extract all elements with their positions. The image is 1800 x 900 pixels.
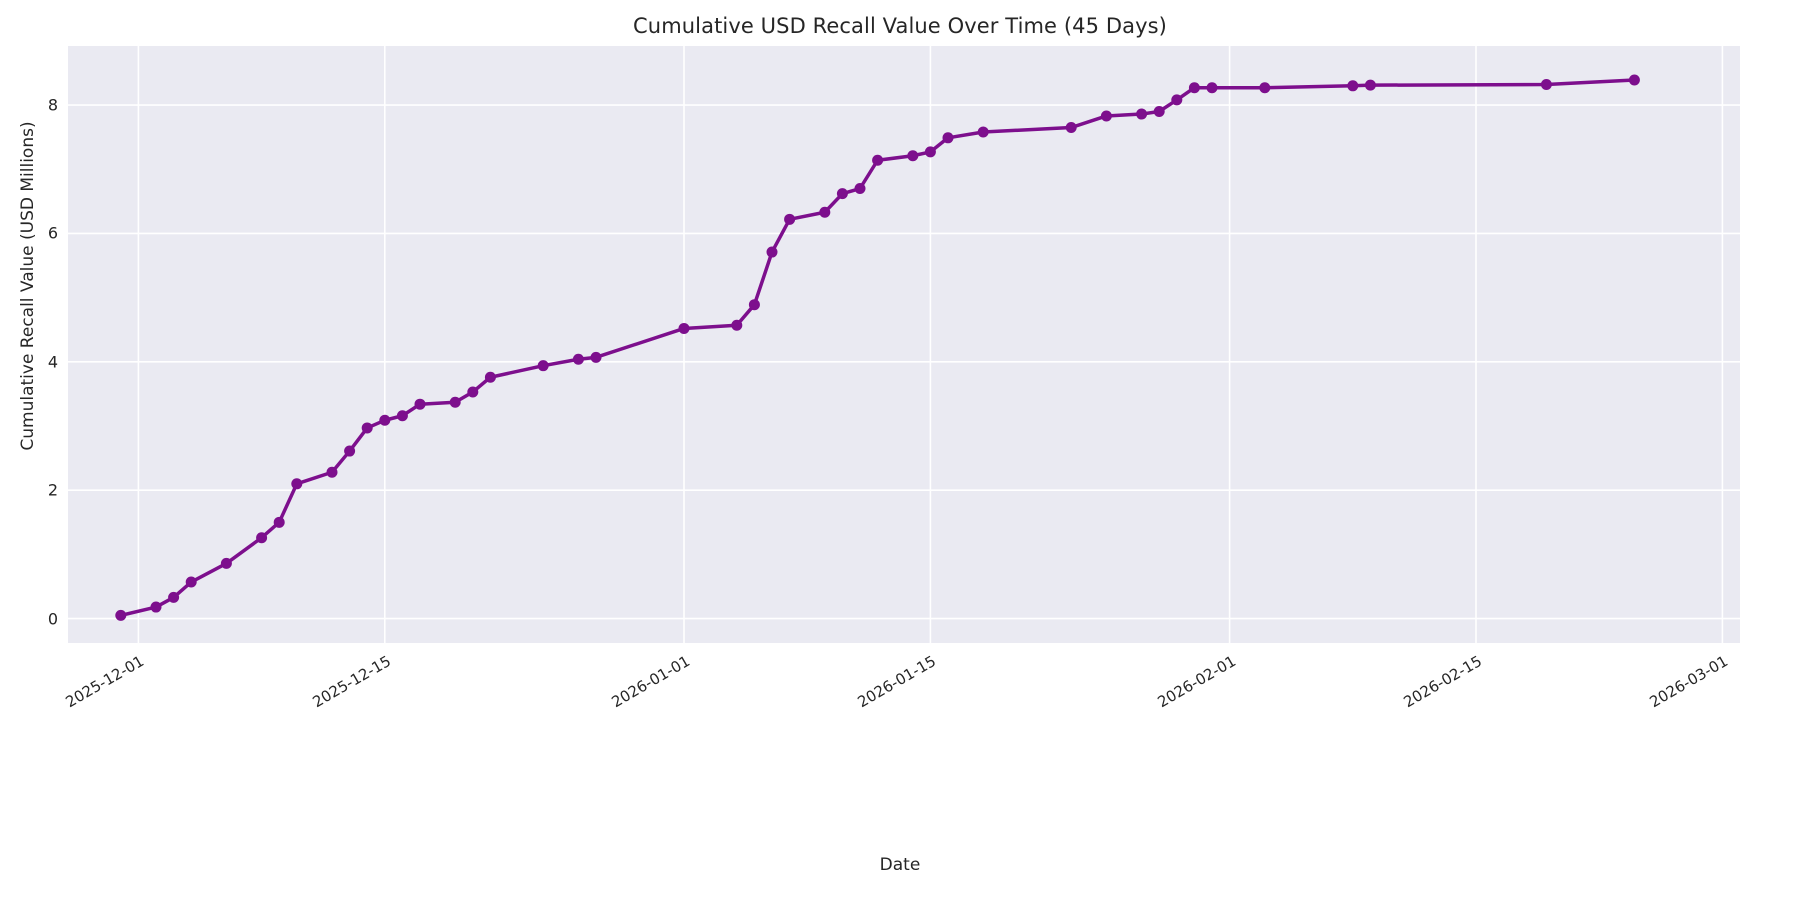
series-markers xyxy=(115,74,1640,621)
data-point xyxy=(273,516,285,528)
data-point xyxy=(185,576,197,588)
data-point xyxy=(854,183,866,195)
data-point xyxy=(924,146,936,158)
data-point xyxy=(784,213,796,225)
data-point xyxy=(1364,79,1376,91)
data-point xyxy=(361,422,373,434)
data-point xyxy=(484,371,496,383)
data-point xyxy=(1628,74,1640,86)
data-point xyxy=(572,353,584,365)
y-tick-label: 0 xyxy=(47,609,58,629)
chart-title: Cumulative USD Recall Value Over Time (4… xyxy=(633,14,1167,38)
y-tick-label: 6 xyxy=(47,223,58,243)
data-point xyxy=(1188,82,1200,94)
data-point xyxy=(256,532,268,544)
data-point xyxy=(942,132,954,144)
data-point xyxy=(977,126,989,138)
data-point xyxy=(396,410,408,422)
data-point xyxy=(766,246,778,258)
data-point xyxy=(819,206,831,218)
data-point xyxy=(590,351,602,363)
data-point xyxy=(1100,110,1112,122)
data-point xyxy=(326,466,338,478)
data-point xyxy=(731,319,743,331)
data-point xyxy=(449,396,461,408)
data-point xyxy=(907,150,919,162)
data-point xyxy=(220,557,232,569)
data-point xyxy=(414,398,426,410)
data-point xyxy=(150,601,162,613)
data-point xyxy=(1171,94,1183,106)
data-point xyxy=(379,414,391,426)
data-point xyxy=(836,188,848,200)
plot-area xyxy=(68,46,1740,643)
y-tick-label: 2 xyxy=(47,480,58,500)
data-point xyxy=(678,322,690,334)
data-point xyxy=(1259,82,1271,94)
data-point xyxy=(467,386,479,398)
data-point xyxy=(1065,122,1077,134)
data-point xyxy=(1540,79,1552,91)
data-point xyxy=(1206,82,1218,94)
x-axis-label: Date xyxy=(879,855,921,875)
grid-lines xyxy=(68,46,1740,643)
y-tick-label: 4 xyxy=(47,352,58,372)
data-point xyxy=(291,478,303,490)
data-point xyxy=(1136,108,1148,120)
line-chart-svg xyxy=(68,46,1740,643)
data-point xyxy=(115,609,127,621)
data-point xyxy=(1153,105,1165,117)
data-point xyxy=(1347,80,1359,92)
data-point xyxy=(537,360,549,372)
data-point xyxy=(344,445,356,457)
y-tick-label: 8 xyxy=(47,95,58,115)
data-point xyxy=(748,299,760,311)
data-point xyxy=(168,591,180,603)
data-point xyxy=(872,154,884,166)
